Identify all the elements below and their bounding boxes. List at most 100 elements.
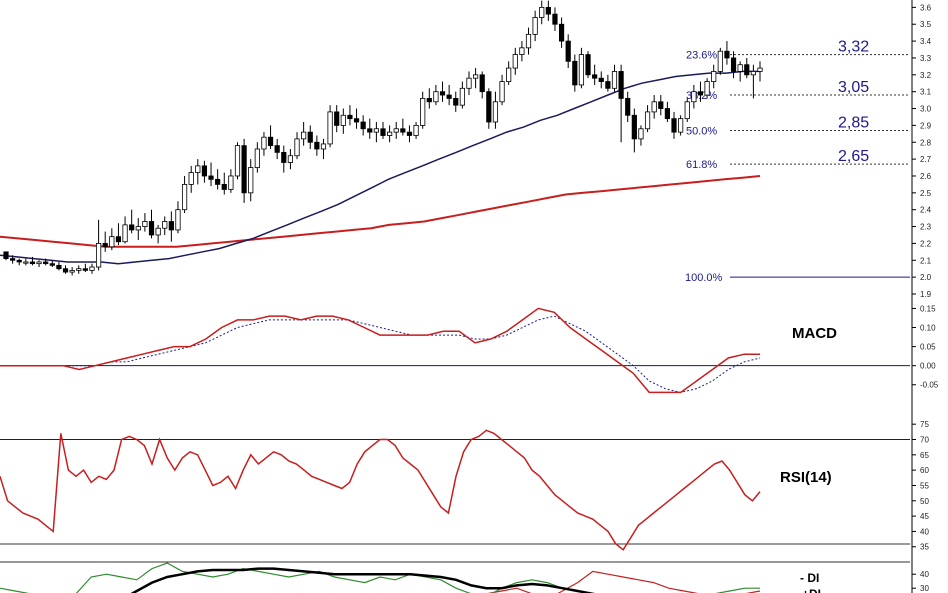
candle-body (697, 91, 704, 96)
candlestick (353, 108, 360, 129)
candle-body (168, 221, 174, 231)
candlestick (539, 0, 545, 25)
candlestick (387, 125, 393, 143)
candle-body (711, 71, 717, 82)
rsi-axis-tick-label: 40 (920, 527, 929, 536)
candle-body (294, 138, 300, 157)
candlestick (711, 64, 717, 89)
candle-body (122, 224, 128, 243)
candlestick (730, 51, 737, 79)
candlestick (592, 64, 598, 85)
fib-percent-label: 100.0% (685, 272, 723, 284)
macd-axis-tick-label: 0.00 (920, 362, 936, 371)
candlestick (10, 255, 16, 264)
candlestick (572, 54, 578, 92)
candle-body (56, 264, 62, 270)
candlestick (367, 118, 373, 139)
candlestick (532, 10, 538, 42)
candle-body (499, 81, 505, 103)
candle-body (519, 47, 525, 55)
candlestick (545, 0, 551, 21)
candle-body (129, 224, 135, 231)
candle-body (62, 268, 69, 273)
candle-body (400, 128, 406, 133)
candle-body (472, 74, 479, 79)
candle-body (248, 167, 254, 194)
candlestick (373, 122, 379, 143)
candle-body (671, 118, 677, 133)
candle-body (479, 74, 485, 93)
candlestick (162, 216, 168, 235)
dmi-axis-tick-label: 40 (920, 570, 929, 579)
candle-body (512, 54, 518, 69)
candle-body (241, 145, 247, 194)
candle-body (314, 141, 320, 150)
candlestick (499, 74, 505, 106)
candlestick (49, 260, 55, 268)
candle-body (155, 227, 161, 236)
candle-body (757, 67, 763, 72)
candlestick (453, 91, 459, 112)
candle-body (466, 77, 472, 89)
candle-body (148, 221, 155, 236)
candlestick (704, 78, 710, 99)
candlestick (459, 81, 465, 109)
candlestick (135, 218, 141, 241)
candlestick (241, 138, 247, 203)
candlestick (611, 64, 618, 92)
candlestick (201, 160, 208, 183)
candlestick (267, 125, 274, 149)
candlestick (23, 258, 29, 266)
candle-body (558, 23, 565, 42)
candle-body (525, 33, 532, 49)
candle-body (3, 251, 9, 259)
candle-body (658, 101, 664, 109)
candle-body (625, 98, 631, 116)
candle-body (678, 118, 684, 133)
candlestick (565, 34, 571, 69)
price-axis-tick-label: 2.7 (920, 155, 932, 164)
price-axis-tick-label: 3.0 (920, 105, 932, 114)
candle-body (618, 71, 624, 99)
price-axis-tick-label: 2.3 (920, 223, 932, 232)
candlestick (274, 138, 280, 160)
candle-body (175, 209, 181, 231)
candlestick (552, 7, 558, 31)
candle-body (605, 81, 611, 89)
candle-body (691, 91, 697, 103)
candle-body (750, 71, 756, 76)
candle-body (552, 13, 558, 25)
candlestick (578, 47, 585, 89)
candle-body (69, 269, 75, 273)
rsi-axis-tick-label: 45 (920, 512, 929, 521)
candle-body (16, 259, 22, 263)
price-axis-tick-label: 2.4 (920, 206, 932, 215)
macd-axis-tick-label: -0.05 (920, 381, 939, 390)
candlestick (168, 211, 174, 242)
candlestick (717, 47, 723, 75)
price-axis-tick-label: 2.0 (920, 273, 932, 282)
price-axis-tick-label: 3.3 (920, 54, 932, 63)
candlestick (254, 142, 260, 173)
candle-body (393, 128, 399, 133)
candlestick (525, 27, 532, 55)
adx-line (130, 567, 596, 593)
candle-body (433, 91, 439, 103)
plus-di-legend: +DI (802, 587, 821, 593)
fib-percent-label: 50.0% (686, 125, 717, 137)
candlestick (115, 223, 122, 246)
candle-body (664, 108, 671, 120)
fib-percent-label: 23.6% (686, 50, 717, 62)
candle-body (347, 114, 353, 120)
candle-body (578, 54, 585, 86)
candlestick (750, 64, 756, 99)
candle-body (115, 236, 122, 243)
candlestick (142, 213, 148, 232)
candlestick (307, 125, 313, 149)
candlestick (446, 84, 452, 106)
candle-body (373, 128, 379, 133)
candlestick (413, 122, 419, 139)
price-axis-tick-label: 2.1 (920, 256, 932, 265)
candle-body (142, 221, 148, 227)
candlestick (433, 84, 439, 106)
